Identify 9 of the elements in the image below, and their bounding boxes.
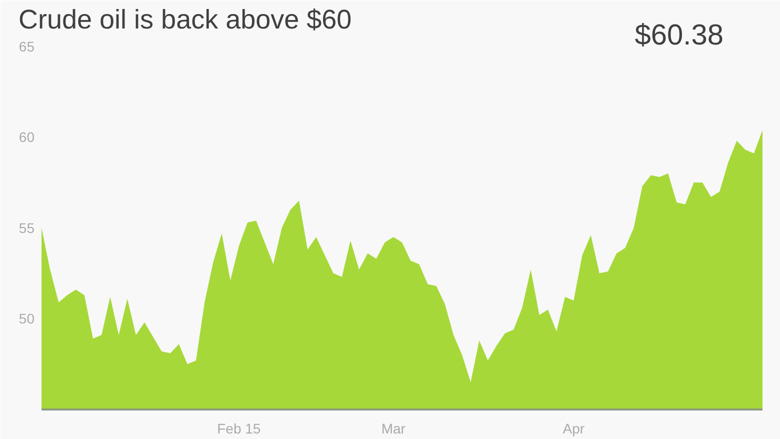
y-tick-label: 60: [18, 129, 35, 146]
y-tick-label: 65: [18, 38, 35, 54]
chart-title: Crude oil is back above $60: [18, 4, 352, 34]
x-tick-label: Feb 15: [217, 420, 261, 436]
annotation: $60.38: [634, 20, 724, 52]
y-tick-label: 50: [18, 310, 35, 327]
x-tick-label: Apr: [562, 420, 585, 436]
y-tick-label: 55: [18, 220, 35, 236]
x-tick-label: Mar: [381, 420, 406, 436]
